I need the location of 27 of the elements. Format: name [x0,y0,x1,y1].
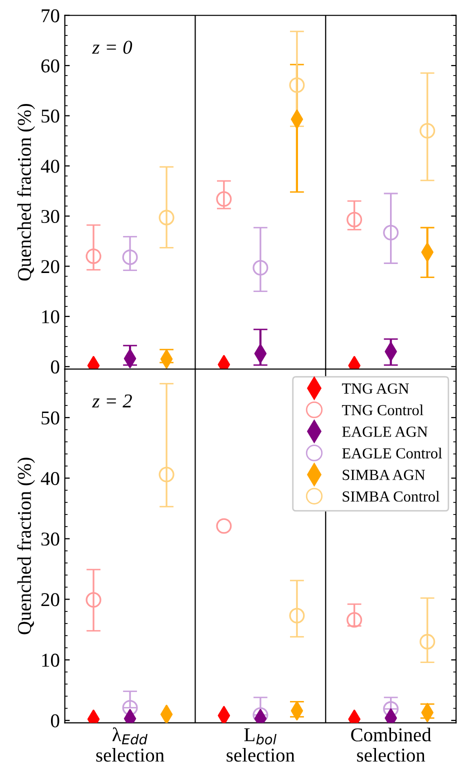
y-tick-label: 50 [42,411,60,425]
legend-label: TNG Control [342,404,424,416]
legend-label: SIMBA Control [342,490,440,502]
legend-label: EAGLE Control [342,448,442,458]
y-tick-label: 60 [41,59,60,72]
y-axis-title: Quenched fraction (%) [17,458,35,634]
y-tick-label: 30 [41,532,60,546]
y-axis-title: Quenched fraction (%) [17,104,35,281]
x-tick-label: λ$_{Edd}$ selection [96,727,164,762]
x-tick-label: Combined selection [351,728,432,762]
legend-label: SIMBA AGN [342,470,426,480]
y-tick-label: 50 [42,110,60,123]
annotation: z = 0 [92,40,132,54]
y-tick-label: 20 [41,593,60,606]
annotation: z = 2 [92,394,132,408]
y-tick-label: 30 [41,210,60,224]
x-tick-label: L$_{bol}$ selection [226,728,295,762]
y-tick-label: 0 [50,714,60,728]
y-tick-label: 10 [42,310,60,324]
y-tick-label: 20 [41,260,60,274]
legend-label: EAGLE AGN [342,426,428,437]
y-tick-label: 70 [42,9,60,22]
y-tick-label: 40 [40,472,60,486]
y-tick-label: 0 [50,360,60,374]
y-tick-label: 10 [42,654,60,667]
legend-label: TNG AGN [342,383,409,394]
y-tick-label: 40 [40,160,60,173]
